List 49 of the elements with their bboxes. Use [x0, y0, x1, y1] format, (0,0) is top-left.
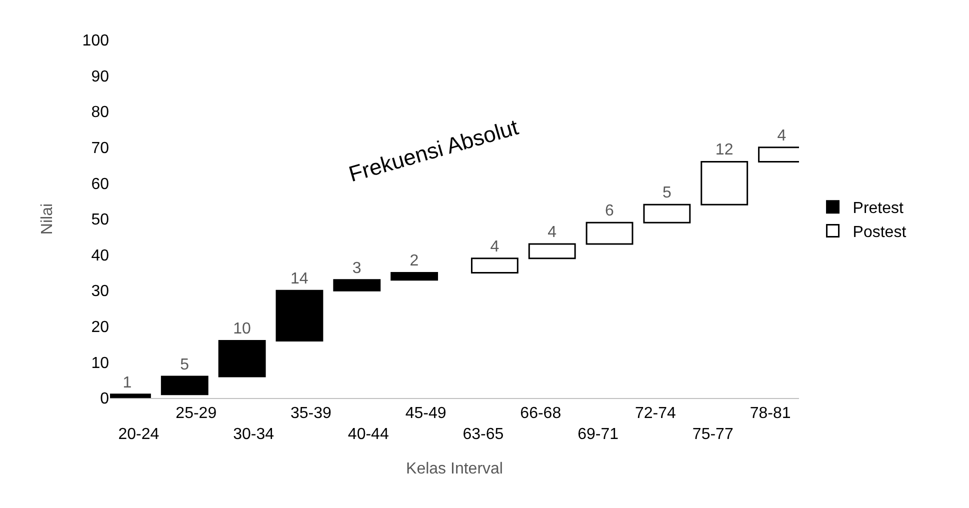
data-label: 14: [290, 270, 308, 288]
data-label: 5: [180, 356, 190, 374]
bar: [643, 204, 691, 224]
y-tick-label: 90: [91, 68, 110, 86]
bar: [390, 272, 438, 281]
x-tick-label: 66-68: [520, 405, 562, 422]
data-label: 3: [352, 260, 362, 277]
x-tick-label: 75-77: [692, 426, 734, 443]
y-tick-label: 0: [100, 390, 110, 408]
bar: [218, 340, 266, 378]
data-label: 12: [715, 142, 734, 159]
x-tick-label: 45-49: [405, 405, 446, 422]
x-tick-label: 30-34: [233, 426, 274, 443]
bar: [586, 222, 634, 245]
data-label: 4: [490, 238, 500, 256]
y-tick-label: 10: [91, 354, 110, 372]
data-label: 10: [233, 320, 252, 338]
bar: [470, 258, 518, 274]
y-tick-label: 50: [91, 212, 110, 229]
y-tick-label: 20: [91, 319, 110, 336]
y-tick-label: 40: [91, 247, 110, 264]
bar: [333, 279, 381, 292]
data-label: 6: [605, 202, 614, 220]
data-label: 4: [777, 127, 786, 144]
y-tick-label: 60: [91, 176, 110, 193]
bar: [528, 243, 576, 260]
legend-label: Pretest: [852, 200, 904, 218]
x-tick-label: 78-81: [750, 405, 791, 422]
data-label: 4: [548, 224, 557, 242]
data-label: 2: [410, 252, 419, 270]
x-tick-label: 40-44: [348, 426, 389, 443]
x-tick-label: 20-24: [118, 426, 160, 443]
x-tick-label: 72-74: [635, 405, 676, 422]
x-tick-label: 63-65: [462, 426, 504, 443]
y-tick-label: 80: [91, 104, 110, 122]
x-tick-label: 35-39: [290, 405, 332, 422]
bar: [276, 290, 324, 342]
bar: [160, 376, 208, 396]
x-tick-label: 25-29: [176, 405, 217, 422]
legend-label: Postest: [852, 224, 907, 241]
y-tick-label: 100: [82, 32, 110, 50]
x-tick-label: 69-71: [578, 426, 619, 443]
data-label: 1: [122, 374, 132, 392]
y-tick-label: 70: [91, 140, 110, 157]
y-tick-label: 30: [91, 283, 110, 300]
y-axis-title: Nilai: [39, 203, 56, 235]
bar: [700, 160, 748, 206]
x-axis-title: Kelas Interval: [406, 460, 503, 478]
data-label: 5: [662, 184, 672, 202]
